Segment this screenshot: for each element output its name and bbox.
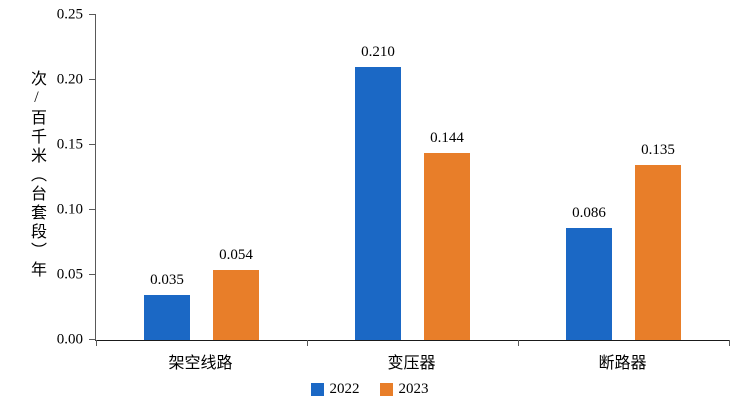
bar-2023: 0.144 (424, 130, 470, 340)
y-tick-label: 0.05 (56, 266, 83, 283)
x-tick-mark (307, 340, 308, 346)
legend: 2022 2023 (0, 381, 739, 398)
x-axis-category-labels: 架空线路 变压器 断路器 (95, 349, 728, 373)
x-tick-mark (96, 340, 97, 346)
x-tick-mark (518, 340, 519, 346)
bar-2022: 0.210 (355, 44, 401, 340)
value-label: 0.144 (430, 129, 464, 146)
y-tick-mark (89, 14, 96, 15)
legend-label: 2022 (329, 381, 360, 397)
category-label: 架空线路 (168, 355, 233, 372)
legend-item-2023: 2023 (379, 381, 429, 398)
y-tick-label: 0.15 (56, 136, 83, 153)
bar-group: 0.210 0.144 (307, 15, 518, 340)
bar-group: 0.035 0.054 (96, 15, 307, 340)
bar-2022: 0.035 (144, 272, 190, 340)
y-tick-mark (89, 339, 96, 340)
bar-group: 0.086 0.135 (518, 15, 729, 340)
value-label: 0.086 (572, 205, 606, 222)
value-label: 0.035 (150, 271, 184, 288)
x-tick-mark (729, 340, 730, 346)
legend-swatch (379, 383, 393, 396)
value-label: 0.210 (361, 44, 395, 60)
bar-2023: 0.054 (213, 247, 259, 340)
category-label: 变压器 (387, 355, 436, 372)
y-tick-label: 0.10 (56, 201, 83, 218)
y-tick-label: 0.25 (56, 6, 83, 23)
y-tick-mark (89, 209, 96, 210)
bar-2022: 0.086 (566, 205, 612, 340)
y-tick-label: 0.20 (56, 71, 83, 88)
y-tick-mark (89, 144, 96, 145)
y-tick-mark (89, 274, 96, 275)
y-axis-title: 次/百千米（台套段）年 (28, 70, 45, 280)
value-label: 0.054 (219, 246, 253, 263)
y-tick-mark (89, 79, 96, 80)
value-label: 0.135 (641, 141, 675, 158)
bar-2023: 0.135 (635, 142, 681, 340)
category-label: 断路器 (598, 355, 647, 372)
y-tick-label: 0.00 (56, 331, 83, 348)
legend-swatch (310, 383, 324, 396)
legend-item-2022: 2022 (310, 381, 360, 398)
plot-area: 0.00 0.05 0.10 0.15 0.20 0.25 0.035 0.054 0.210 0… (57, 7, 730, 348)
legend-label: 2023 (398, 381, 429, 397)
